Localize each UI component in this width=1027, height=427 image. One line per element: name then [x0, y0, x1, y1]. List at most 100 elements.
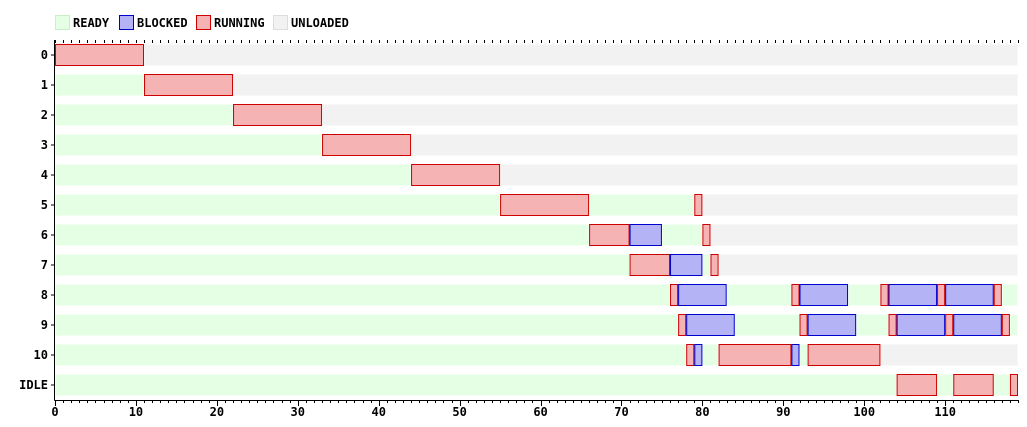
segment-running: [411, 164, 501, 186]
segment-blocked: [945, 284, 994, 306]
x-tick-label-50: 50: [452, 405, 466, 419]
x-tick-label-30: 30: [291, 405, 305, 419]
segment-running: [710, 254, 719, 276]
legend-swatch-unloaded: [273, 15, 288, 30]
segment-blocked: [678, 284, 727, 306]
segment-running: [686, 344, 695, 366]
legend-label-blocked: BLOCKED: [137, 16, 188, 30]
segment-unloaded: [322, 104, 1018, 126]
segment-ready: [55, 134, 322, 156]
segment-unloaded: [710, 224, 1018, 246]
segment-ready: [55, 254, 630, 276]
segment-running: [589, 224, 630, 246]
segment-ready: [589, 194, 694, 216]
row-label-10: 10: [34, 348, 48, 362]
segment-running: [1009, 374, 1019, 396]
row-label-1: 1: [41, 78, 48, 92]
legend-swatch-ready: [55, 15, 70, 30]
segment-running: [718, 344, 792, 366]
x-tick-label-70: 70: [614, 405, 628, 419]
segment-ready: [55, 314, 678, 336]
segment-blocked: [953, 314, 1002, 336]
row-2: [55, 104, 1018, 126]
row-7: [55, 254, 1018, 276]
segment-ready: [937, 374, 953, 396]
x-tick-label-110: 110: [934, 405, 956, 419]
segment-running: [880, 284, 889, 306]
segment-running: [993, 284, 1002, 306]
legend-label-ready: READY: [73, 16, 110, 30]
row-label-5: 5: [41, 198, 48, 212]
segment-running: [694, 194, 703, 216]
chart-rows: [55, 44, 1019, 396]
segment-ready: [55, 74, 144, 96]
legend-label-unloaded: UNLOADED: [291, 16, 349, 30]
segment-ready: [55, 374, 897, 396]
row-label-8: 8: [41, 288, 48, 302]
row-label-6: 6: [41, 228, 48, 242]
x-tick-label-60: 60: [533, 405, 547, 419]
segment-ready: [1002, 284, 1018, 306]
segment-blocked: [807, 314, 857, 336]
row-idle: [55, 374, 1019, 396]
x-tick-label-10: 10: [129, 405, 143, 419]
row-6: [55, 224, 1018, 246]
segment-unloaded: [411, 134, 1018, 156]
segment-running: [945, 314, 954, 336]
segment-blocked: [629, 224, 662, 246]
segment-ready: [55, 164, 411, 186]
x-tick-label-20: 20: [210, 405, 224, 419]
segment-ready: [994, 374, 1010, 396]
segment-blocked: [888, 284, 938, 306]
segment-blocked: [896, 314, 946, 336]
segment-ready: [55, 224, 589, 246]
row-label-idle: IDLE: [19, 378, 48, 392]
segment-ready: [1010, 314, 1018, 336]
segment-running: [799, 314, 808, 336]
segment-running: [500, 194, 590, 216]
segment-blocked: [694, 344, 703, 366]
segment-running: [322, 134, 412, 156]
row-1: [55, 74, 1018, 96]
row-4: [55, 164, 1018, 186]
x-axis: 0 10 20 30 40 50 60 70 80 90 100 110: [51, 40, 1019, 419]
segment-running: [678, 314, 687, 336]
segment-unloaded: [719, 254, 1018, 276]
row-label-3: 3: [41, 138, 48, 152]
segment-ready: [702, 344, 719, 366]
legend-swatch-blocked: [119, 15, 134, 30]
legend-swatch-running: [196, 15, 211, 30]
row-10: [55, 344, 1018, 366]
x-tick-label-0: 0: [51, 405, 58, 419]
segment-ready: [800, 344, 808, 366]
segment-running: [937, 284, 946, 306]
row-5: [55, 194, 1018, 216]
segment-blocked: [686, 314, 735, 336]
segment-ready: [856, 314, 889, 336]
segment-running: [233, 104, 323, 126]
row-label-4: 4: [41, 168, 48, 182]
row-8: [55, 284, 1018, 306]
row-label-0: 0: [41, 48, 48, 62]
segment-running: [702, 224, 711, 246]
chart-legend: READY BLOCKED RUNNING UNLOADED: [55, 15, 349, 30]
segment-running: [888, 314, 897, 336]
segment-ready: [662, 224, 702, 246]
segment-ready: [55, 104, 233, 126]
segment-unloaded: [880, 344, 1018, 366]
row-label-2: 2: [41, 108, 48, 122]
segment-running: [953, 374, 994, 396]
segment-ready: [735, 314, 800, 336]
segment-ready: [848, 284, 880, 306]
x-tick-label-80: 80: [695, 405, 709, 419]
segment-running: [144, 74, 234, 96]
row-label-7: 7: [41, 258, 48, 272]
segment-unloaded: [500, 164, 1018, 186]
segment-running: [807, 344, 881, 366]
segment-running: [629, 254, 671, 276]
segment-ready: [55, 284, 670, 306]
segment-running: [670, 284, 679, 306]
segment-unloaded: [144, 44, 1018, 66]
segment-blocked: [670, 254, 703, 276]
